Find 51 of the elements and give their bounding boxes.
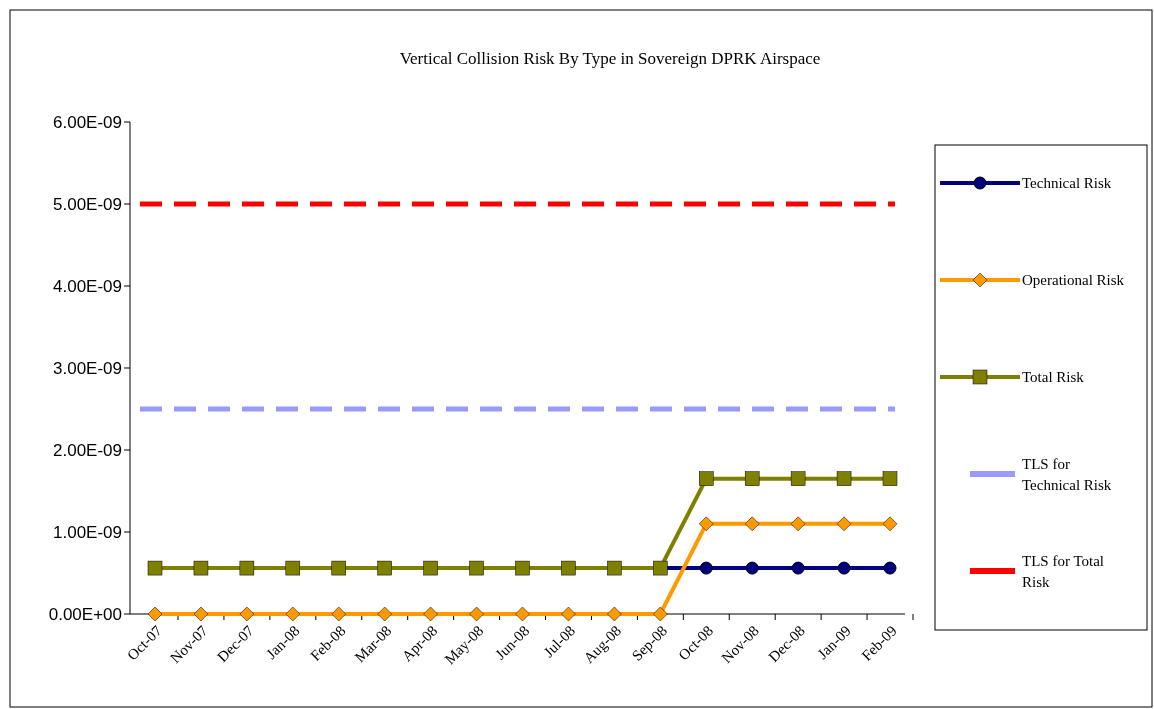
point bbox=[699, 471, 714, 486]
point bbox=[790, 516, 806, 532]
point bbox=[193, 560, 209, 576]
point bbox=[744, 471, 760, 486]
y-tick-label: 0.00E+00 bbox=[48, 604, 122, 624]
point bbox=[699, 516, 714, 532]
legend-label: TLS for Technical Risk bbox=[1022, 455, 1112, 493]
point bbox=[285, 560, 301, 576]
y-tick-label: 5.00E-09 bbox=[53, 194, 122, 214]
point bbox=[331, 560, 346, 576]
point bbox=[653, 606, 668, 622]
legend-label: TLS for Total Risk bbox=[1022, 552, 1104, 590]
point bbox=[239, 560, 255, 576]
point bbox=[699, 561, 713, 575]
point bbox=[515, 606, 530, 622]
point bbox=[469, 560, 484, 576]
chart-title: Vertical Collision Risk By Type in Sovereign DPRK Airspace bbox=[399, 49, 821, 68]
y-tick-label: 1.00E-09 bbox=[53, 522, 122, 542]
point bbox=[745, 561, 759, 575]
point bbox=[147, 560, 163, 576]
point bbox=[882, 516, 898, 532]
point bbox=[836, 516, 852, 532]
y-tick-label: 6.00E-09 bbox=[53, 112, 122, 132]
point bbox=[882, 471, 898, 486]
point bbox=[193, 606, 209, 622]
point bbox=[377, 560, 392, 576]
point bbox=[790, 471, 806, 486]
point bbox=[744, 516, 760, 532]
point bbox=[561, 606, 576, 622]
point bbox=[285, 606, 301, 622]
point bbox=[377, 606, 392, 622]
y-tick-label: 3.00E-09 bbox=[53, 358, 122, 378]
point bbox=[561, 560, 576, 576]
y-tick-label: 4.00E-09 bbox=[53, 276, 122, 296]
point bbox=[239, 606, 255, 622]
point bbox=[423, 606, 438, 622]
point bbox=[883, 561, 897, 575]
point bbox=[331, 606, 346, 622]
legend-label: Technical Risk bbox=[1022, 175, 1112, 192]
legend-label: Total Risk bbox=[1022, 369, 1085, 386]
y-tick-label: 2.00E-09 bbox=[53, 440, 122, 460]
point bbox=[469, 606, 484, 622]
point bbox=[423, 560, 438, 576]
point bbox=[837, 561, 851, 575]
legend-label: Operational Risk bbox=[1022, 272, 1125, 289]
point bbox=[607, 560, 622, 576]
point bbox=[836, 471, 852, 486]
point bbox=[515, 560, 530, 576]
point bbox=[791, 561, 805, 575]
point bbox=[607, 606, 622, 622]
point bbox=[147, 606, 163, 622]
